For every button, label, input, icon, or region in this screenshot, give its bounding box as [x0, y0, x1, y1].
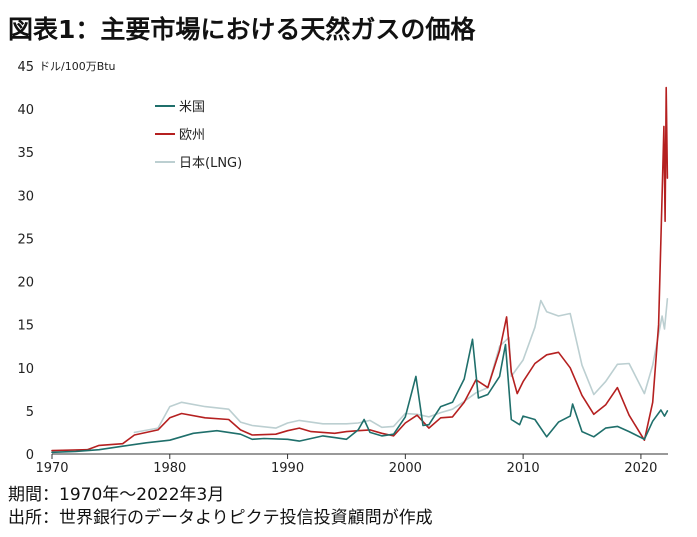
- y-tick-label: 15: [17, 319, 34, 334]
- y-tick-label: 30: [17, 189, 34, 204]
- y-tick-label: 20: [17, 276, 34, 291]
- series-layer: [51, 86, 669, 454]
- y-tick-label: 10: [17, 362, 34, 377]
- x-tick-label: 2010: [507, 461, 540, 476]
- source-note: 出所：世界銀行のデータよりピクテ投信投資顧問が作成: [8, 508, 433, 528]
- x-tick-label: 2020: [624, 461, 657, 476]
- y-tick-label: 40: [17, 103, 34, 118]
- x-tick-label: 2000: [389, 461, 422, 476]
- series-line-2: [133, 298, 669, 434]
- y-tick-label: 5: [26, 405, 34, 420]
- x-tick-label: 1970: [35, 461, 68, 476]
- legend-label-0: 米国: [179, 100, 205, 115]
- series-line-1: [51, 86, 669, 452]
- footer: 期間：1970年～2022年3月 出所：世界銀行のデータよりピクテ投信投資顧問が…: [8, 484, 433, 530]
- x-tick-label: 1980: [153, 461, 186, 476]
- axes: 1970 1980 1990 2000 2010 2020 0 5 10 15 20 25 30 35 40…: [17, 60, 668, 476]
- y-tick-label: 45: [17, 60, 34, 75]
- x-tick-label: 1990: [271, 461, 304, 476]
- legend-label-1: 欧州: [179, 128, 205, 143]
- series-line-0: [51, 338, 669, 454]
- y-tick-label: 25: [17, 232, 34, 247]
- period-note: 期間：1970年～2022年3月: [8, 485, 225, 505]
- chart-area: 1970 1980 1990 2000 2010 2020 0 5 10 15 20 25 30 35 40…: [17, 60, 669, 476]
- y-unit-label: ドル/100万Btu: [39, 60, 116, 73]
- legend-label-2: 日本(LNG): [179, 156, 242, 171]
- y-tick-label: 0: [26, 448, 34, 463]
- y-tick-label: 35: [17, 146, 34, 161]
- chart-title: 図表1：主要市場における天然ガスの価格: [8, 15, 476, 44]
